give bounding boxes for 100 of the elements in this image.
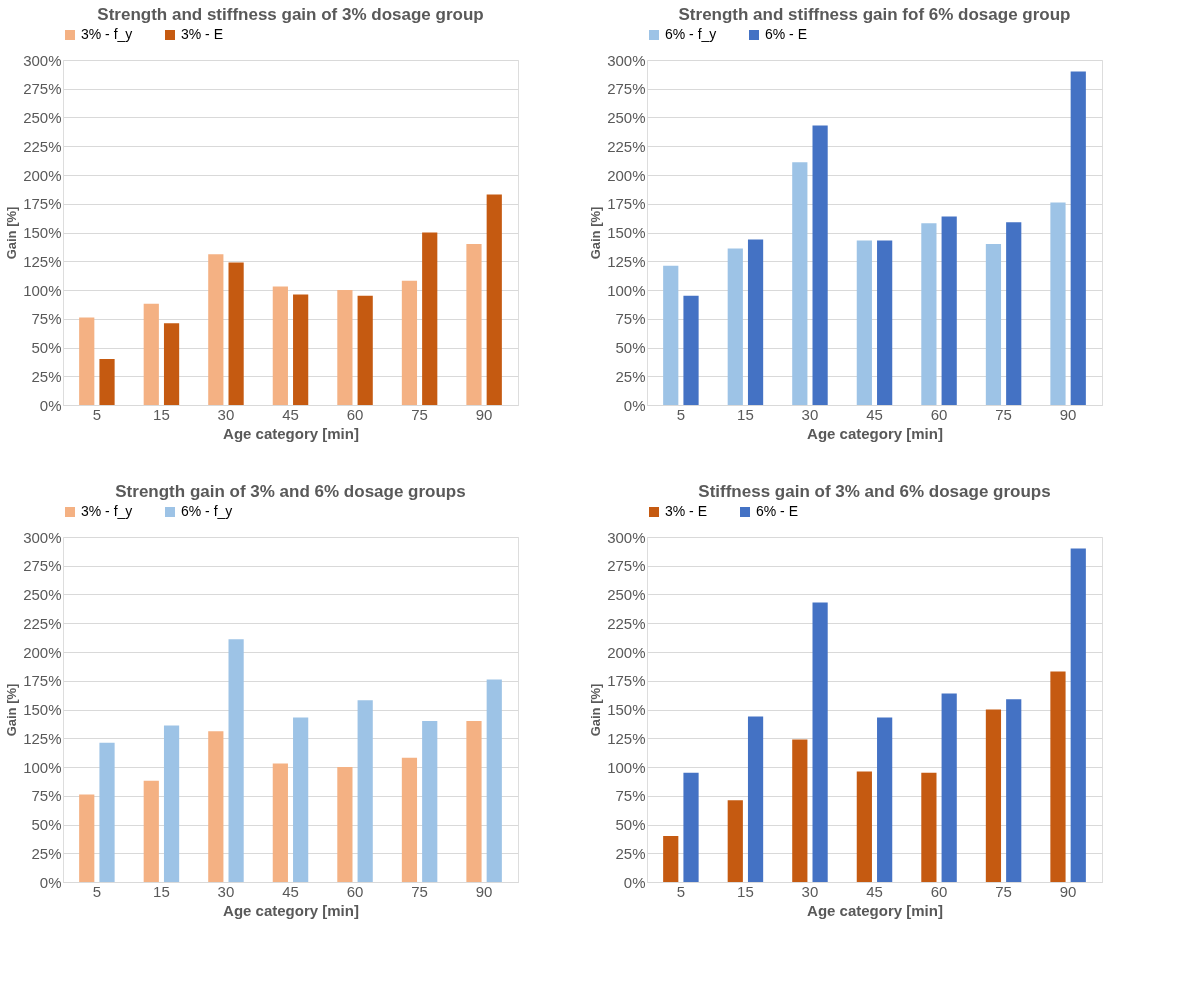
- bar: [1050, 202, 1066, 405]
- y-axis-title: Gain [%]: [588, 206, 604, 260]
- x-tick-label: 30: [801, 882, 819, 900]
- y-tick-label: 50%: [615, 816, 646, 833]
- x-tick-label: 30: [801, 405, 819, 423]
- x-tick-label: 45: [866, 882, 883, 900]
- x-tick-label: 90: [1059, 405, 1077, 423]
- bar: [812, 125, 828, 405]
- legend-label: 3% - f_y: [81, 503, 133, 519]
- bar: [401, 280, 418, 405]
- legend-label: 6% - f_y: [665, 26, 717, 42]
- x-axis-title: Age category [min]: [223, 424, 359, 442]
- bar: [401, 757, 418, 882]
- x-tick-label: 60: [930, 405, 948, 423]
- bar: [856, 771, 872, 882]
- bar: [727, 800, 743, 882]
- bar: [143, 303, 159, 405]
- bar: [683, 772, 699, 882]
- bar: [99, 359, 115, 405]
- bar: [921, 772, 937, 882]
- legend-label: 3% - E: [181, 26, 224, 42]
- bar: [357, 295, 373, 405]
- y-tick-label: 225%: [23, 137, 62, 155]
- legend-label: 3% - E: [665, 503, 708, 519]
- bar: [747, 716, 764, 882]
- y-tick-label: 150%: [607, 224, 646, 241]
- x-tick-label: 45: [282, 405, 299, 423]
- y-tick-label: 275%: [607, 80, 646, 98]
- y-tick-label: 50%: [31, 816, 62, 833]
- x-tick-label: 5: [92, 405, 102, 423]
- y-tick-label: 25%: [31, 367, 62, 385]
- bar: [293, 294, 309, 405]
- bar: [99, 742, 115, 882]
- x-tick-label: 30: [217, 882, 235, 900]
- y-tick-label: 275%: [607, 557, 646, 575]
- bar: [466, 721, 482, 882]
- bar: [663, 836, 679, 882]
- bar: [812, 602, 828, 882]
- x-tick-label: 75: [411, 405, 428, 423]
- y-tick-label: 25%: [31, 844, 62, 862]
- y-tick-label: 25%: [615, 844, 646, 862]
- x-tick-label: 90: [475, 882, 493, 900]
- y-tick-label: 225%: [607, 614, 646, 632]
- bar: [747, 239, 764, 405]
- bar: [1070, 548, 1086, 882]
- bar: [941, 216, 957, 405]
- chart-title: Strength gain of 3% and 6% dosage groups: [115, 482, 466, 501]
- y-tick-label: 125%: [23, 252, 62, 270]
- bar: [941, 693, 957, 882]
- bar: [486, 679, 502, 882]
- y-tick-label: 0%: [39, 873, 62, 891]
- legend-label: 3% - f_y: [81, 26, 133, 42]
- y-tick-label: 125%: [607, 252, 646, 270]
- y-axis-title: Gain [%]: [588, 683, 604, 737]
- y-tick-label: 250%: [23, 109, 62, 126]
- bar: [357, 700, 373, 882]
- bar: [1050, 671, 1066, 882]
- bar: [337, 767, 353, 882]
- bar: [293, 717, 309, 882]
- y-tick-label: 0%: [623, 396, 646, 414]
- bar: [792, 162, 808, 405]
- x-tick-label: 60: [346, 882, 364, 900]
- bar: [1070, 71, 1086, 405]
- y-tick-label: 25%: [615, 367, 646, 385]
- bar: [337, 290, 353, 405]
- y-tick-label: 275%: [23, 557, 62, 575]
- bar: [163, 725, 180, 882]
- y-tick-label: 125%: [607, 729, 646, 747]
- y-tick-label: 75%: [31, 787, 62, 805]
- y-tick-label: 300%: [23, 528, 62, 546]
- y-tick-label: 0%: [39, 396, 62, 414]
- y-tick-label: 250%: [23, 586, 62, 603]
- y-tick-label: 100%: [23, 758, 62, 776]
- y-tick-label: 300%: [23, 51, 62, 69]
- bar: [1006, 699, 1022, 882]
- y-tick-label: 100%: [607, 758, 646, 776]
- y-tick-label: 100%: [23, 281, 62, 299]
- x-tick-label: 5: [676, 882, 686, 900]
- x-tick-label: 15: [153, 405, 170, 423]
- x-tick-label: 15: [737, 882, 754, 900]
- bar: [272, 286, 288, 405]
- x-tick-label: 75: [411, 882, 428, 900]
- y-tick-label: 200%: [23, 166, 62, 184]
- chart-title: Strength and stiffness gain of 3% dosage group: [97, 5, 484, 24]
- y-tick-label: 200%: [607, 643, 646, 661]
- bar: [663, 265, 679, 405]
- y-tick-label: 50%: [31, 339, 62, 356]
- legend-label: 6% - f_y: [181, 503, 233, 519]
- y-tick-label: 100%: [607, 281, 646, 299]
- bar: [208, 731, 224, 882]
- bar: [856, 240, 872, 405]
- bar: [422, 721, 438, 882]
- y-tick-label: 200%: [607, 166, 646, 184]
- bar: [163, 323, 180, 405]
- bar: [79, 317, 95, 405]
- x-tick-label: 15: [153, 882, 170, 900]
- bar: [985, 709, 1002, 882]
- y-tick-label: 225%: [607, 137, 646, 155]
- x-tick-label: 5: [676, 405, 686, 423]
- y-tick-label: 150%: [23, 701, 62, 718]
